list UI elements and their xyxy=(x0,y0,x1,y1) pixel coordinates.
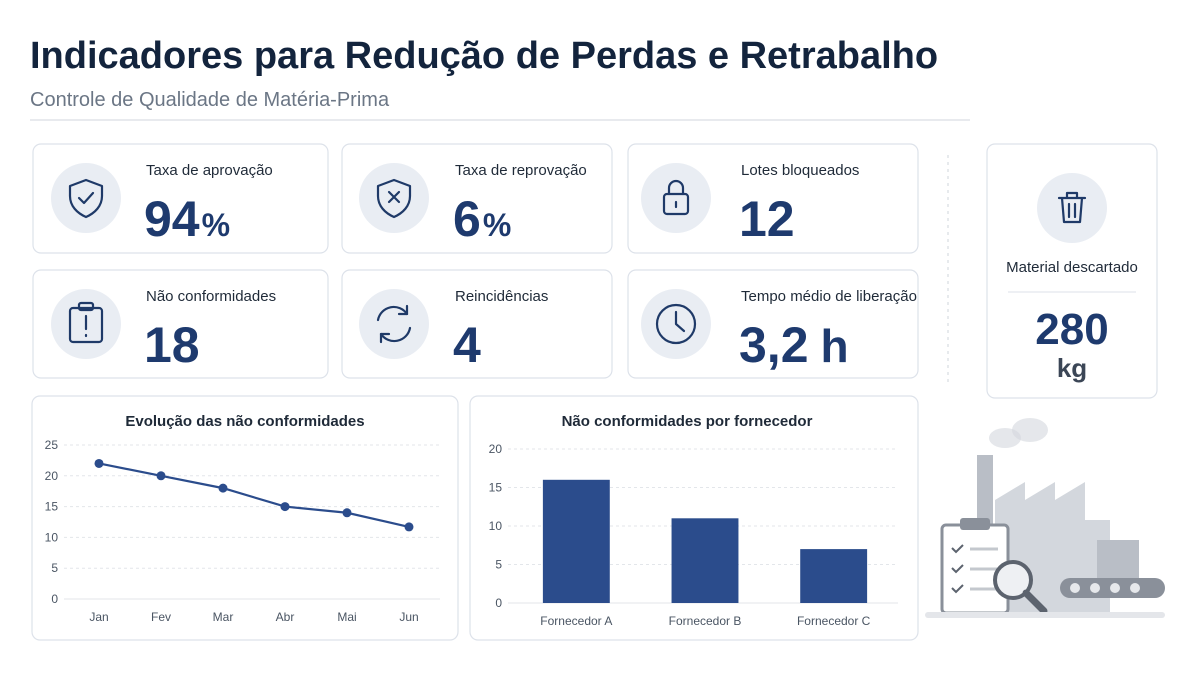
x-tick-label: Mar xyxy=(213,610,234,624)
kpi-label: Não conformidades xyxy=(146,288,276,305)
kpi-number: 12 xyxy=(739,191,795,247)
kpi-unit: % xyxy=(202,207,230,243)
page-title: Indicadores para Redução de Perdas e Ret… xyxy=(30,35,938,77)
y-tick-label: 0 xyxy=(51,592,58,606)
x-tick-label: Mai xyxy=(337,610,356,624)
y-tick-label: 15 xyxy=(45,500,59,514)
icon-trash xyxy=(1037,173,1107,243)
kpi-value: 94% xyxy=(144,191,230,247)
y-tick-label: 10 xyxy=(45,530,59,544)
chart-title: Evolução das não conformidades xyxy=(125,413,364,430)
kpi-number: 18 xyxy=(144,317,200,373)
icon-shield-check xyxy=(51,163,121,233)
kpi-number: 6 xyxy=(453,191,481,247)
point xyxy=(218,483,228,493)
icon-shield-x xyxy=(359,163,429,233)
point xyxy=(342,508,352,518)
kpi-value: 18 xyxy=(144,317,200,373)
side-kpi-label: Material descartado xyxy=(1006,259,1138,276)
chart-panel xyxy=(31,395,459,641)
bar xyxy=(800,549,868,603)
kpi-value: 4 xyxy=(453,317,481,373)
kpi-value: 3,2 h xyxy=(739,317,849,373)
x-tick-label: Fornecedor B xyxy=(669,614,742,628)
kpi-number: 4 xyxy=(453,317,481,373)
kpi-label: Lotes bloqueados xyxy=(741,162,859,179)
icon-lock xyxy=(641,163,711,233)
point xyxy=(94,458,104,468)
x-tick-label: Jun xyxy=(399,610,418,624)
kpi-value: 12 xyxy=(739,191,795,247)
x-tick-label: Fev xyxy=(151,610,171,624)
point xyxy=(280,502,290,512)
side-kpi-unit: kg xyxy=(1057,353,1087,383)
y-tick-label: 0 xyxy=(495,596,502,610)
point xyxy=(404,522,414,532)
kpi-unit: % xyxy=(483,207,511,243)
kpi-card xyxy=(627,143,919,254)
side-kpi-value: 280 xyxy=(1035,305,1108,354)
x-tick-label: Fornecedor A xyxy=(540,614,612,628)
x-tick-label: Fornecedor C xyxy=(797,614,871,628)
page-subtitle: Controle de Qualidade de Matéria-Prima xyxy=(30,89,390,111)
y-tick-label: 25 xyxy=(45,438,59,452)
factory-illustration xyxy=(925,418,1165,618)
point xyxy=(156,471,166,481)
kpi-label: Taxa de aprovação xyxy=(146,162,273,179)
x-tick-label: Jan xyxy=(89,610,108,624)
chart-title: Não conformidades por fornecedor xyxy=(562,413,813,430)
kpi-label: Tempo médio de liberação xyxy=(741,288,917,305)
y-tick-label: 5 xyxy=(51,561,58,575)
x-tick-label: Abr xyxy=(276,610,295,624)
kpi-value: 6% xyxy=(453,191,511,247)
kpi-number: 94 xyxy=(144,191,200,247)
kpi-label: Taxa de reprovação xyxy=(455,162,587,179)
y-tick-label: 20 xyxy=(489,442,503,456)
bar xyxy=(542,479,610,603)
icon-refresh xyxy=(359,289,429,359)
y-tick-label: 10 xyxy=(489,519,503,533)
kpi-unit: h xyxy=(821,320,849,372)
y-tick-label: 15 xyxy=(489,481,503,495)
icon-clock xyxy=(641,289,711,359)
kpi-label: Reincidências xyxy=(455,288,548,305)
y-tick-label: 5 xyxy=(495,558,502,572)
icon-clipboard-alert xyxy=(51,289,121,359)
side-card xyxy=(986,143,1158,399)
line xyxy=(98,462,410,529)
bar xyxy=(671,518,739,603)
y-tick-label: 20 xyxy=(45,469,59,483)
kpi-number: 3,2 xyxy=(739,317,809,373)
kpi-card xyxy=(627,269,919,379)
